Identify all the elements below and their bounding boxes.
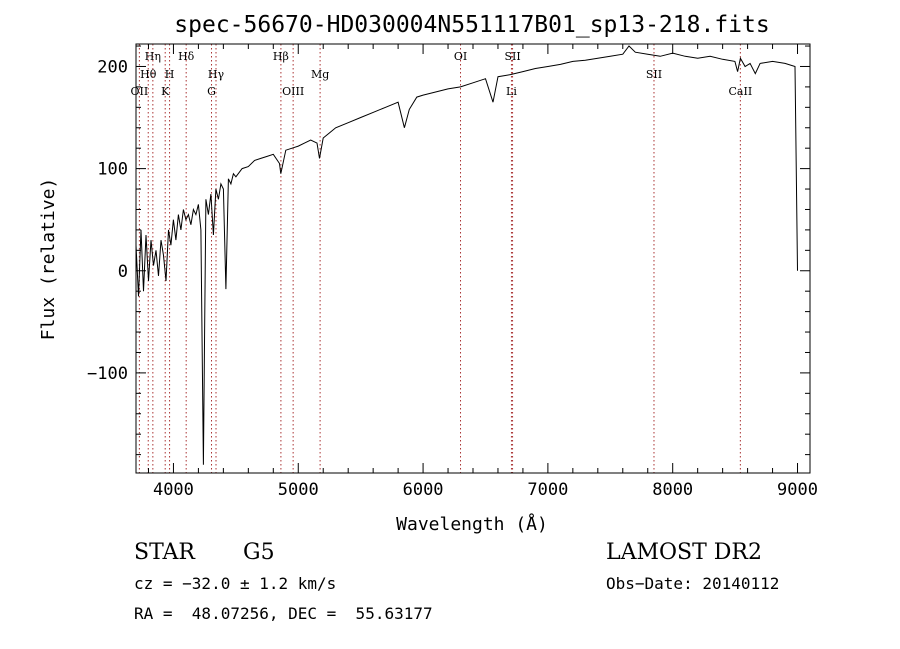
y-tick-label: −100: [87, 364, 128, 384]
spectral-line-label: SII: [504, 50, 520, 63]
redshift-text: cz = −32.0 ± 1.2 km/s: [134, 574, 337, 593]
x-tick-label: 8000: [652, 480, 693, 500]
x-axis: 4000 5000 6000 7000 8000 9000: [147, 44, 818, 500]
object-subclass: G5: [243, 540, 275, 565]
y-tick-label: 100: [97, 160, 128, 180]
plot-frame: [135, 43, 811, 474]
x-axis-label: Wavelength (Å): [396, 513, 548, 535]
spectrum-line: [135, 45, 798, 465]
spectral-line-label: OIII: [282, 85, 304, 98]
chart-title: spec-56670-HD030004N551117B01_sp13-218.f…: [174, 12, 769, 38]
y-axis: −100 0 100 200: [87, 45, 810, 456]
spectral-line-label: CaII: [729, 85, 753, 98]
x-tick-label: 4000: [153, 480, 194, 500]
coordinates-text: RA = 48.07256, DEC = 55.63177: [134, 604, 433, 623]
x-tick-label: 7000: [527, 480, 568, 500]
spectral-line-label: Hβ: [273, 50, 289, 63]
object-class: STAR: [134, 540, 195, 565]
y-axis-label: Flux (relative): [38, 178, 59, 341]
spectral-line-label: SII: [646, 68, 662, 81]
spectral-line-label: K: [161, 85, 170, 98]
spectral-line-label: Mg: [311, 68, 329, 81]
spectral-line-label: H: [165, 68, 175, 81]
survey-name: LAMOST DR2: [606, 540, 762, 565]
spectral-line-label: G: [207, 85, 216, 98]
spectral-line-label: OI: [454, 50, 467, 63]
y-tick-label: 0: [118, 262, 128, 282]
spectral-line-label: OII: [131, 85, 149, 98]
x-tick-label: 5000: [278, 480, 319, 500]
spectral-line-label: Hη: [145, 50, 161, 63]
y-tick-label: 200: [97, 57, 128, 77]
spectral-line-label: Hγ: [208, 68, 225, 81]
spectral-line-label: Li: [506, 85, 517, 98]
x-tick-label: 9000: [777, 480, 818, 500]
observation-date: Obs−Date: 20140112: [606, 574, 780, 593]
spectral-line-label: Hθ: [140, 68, 157, 81]
x-tick-label: 6000: [403, 480, 444, 500]
spectral-line-label: Hδ: [178, 50, 195, 63]
